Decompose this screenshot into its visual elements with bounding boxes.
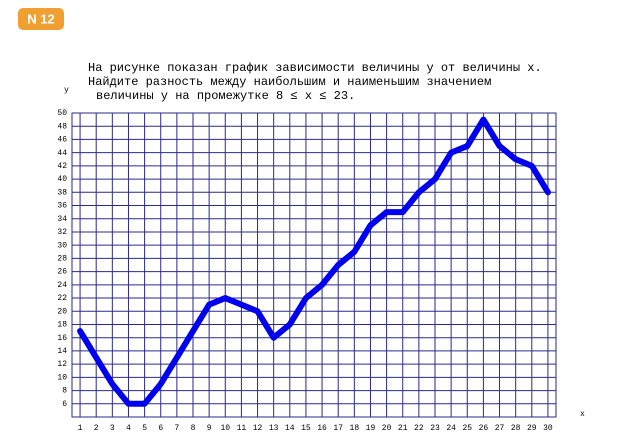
y-tick-label: 16: [57, 334, 67, 343]
y-tick-label: 30: [57, 241, 67, 250]
x-tick-label: 2: [94, 424, 99, 433]
y-tick-label: 8: [62, 387, 67, 396]
y-tick-label: 20: [57, 307, 67, 316]
y-tick-label: 32: [57, 228, 67, 237]
y-tick-label: 34: [57, 215, 67, 224]
y-tick-label: 42: [57, 162, 67, 171]
y-tick-label: 26: [57, 268, 67, 277]
x-tick-label: 7: [174, 424, 179, 433]
x-tick-label: 28: [511, 424, 521, 433]
y-tick-label: 22: [57, 294, 67, 303]
x-tick-label: 29: [527, 424, 537, 433]
x-tick-label: 4: [126, 424, 131, 433]
x-tick-label: 6: [158, 424, 163, 433]
x-tick-label: 21: [398, 424, 408, 433]
badge-box: [18, 8, 64, 30]
y-axis-label: y: [64, 86, 69, 95]
x-tick-label: 14: [285, 424, 295, 433]
x-tick-label: 13: [269, 424, 279, 433]
x-tick-label: 25: [462, 424, 472, 433]
x-tick-label: 20: [382, 424, 392, 433]
x-tick-label: 27: [495, 424, 505, 433]
y-tick-label: 10: [57, 373, 67, 382]
y-tick-label: 38: [57, 188, 67, 197]
y-tick-label: 48: [57, 122, 67, 131]
x-tick-label: 30: [543, 424, 553, 433]
x-tick-label: 16: [317, 424, 327, 433]
x-tick-label: 12: [253, 424, 263, 433]
data-line: [77, 116, 551, 407]
x-tick-label: 19: [366, 424, 376, 433]
x-tick-label: 18: [350, 424, 360, 433]
x-tick-label: 23: [430, 424, 440, 433]
problem-line: величины y на промежутке 8 ≤ x ≤ 23.: [96, 89, 355, 103]
y-tick-label: 50: [57, 109, 67, 118]
problem-line: На рисунке показан график зависимости ве…: [88, 61, 542, 75]
x-tick-label: 15: [301, 424, 311, 433]
y-tick-label: 36: [57, 202, 67, 211]
x-tick-label: 26: [479, 424, 489, 433]
y-tick-label: 14: [57, 347, 67, 356]
x-tick-label: 10: [220, 424, 230, 433]
y-tick-label: 12: [57, 360, 67, 369]
x-tick-label: 24: [446, 424, 456, 433]
y-tick-label: 40: [57, 175, 67, 184]
x-tick-label: 8: [191, 424, 196, 433]
x-tick-label: 9: [207, 424, 212, 433]
y-tick-label: 46: [57, 136, 67, 145]
y-tick-label: 28: [57, 255, 67, 264]
y-tick-label: 24: [57, 281, 67, 290]
x-tick-label: 3: [110, 424, 115, 433]
x-tick-label: 22: [414, 424, 424, 433]
y-tick-label: 44: [57, 149, 67, 158]
x-tick-label: 1: [78, 424, 83, 433]
y-tick-label: 18: [57, 321, 67, 330]
badge: N 12: [27, 11, 54, 26]
x-tick-label: 17: [333, 424, 343, 433]
x-axis-label: x: [580, 410, 585, 419]
problem-line: Найдите разность между наибольшим и наим…: [88, 75, 491, 89]
x-tick-label: 5: [142, 424, 147, 433]
y-tick-label: 6: [62, 400, 67, 409]
x-tick-label: 11: [237, 424, 247, 433]
